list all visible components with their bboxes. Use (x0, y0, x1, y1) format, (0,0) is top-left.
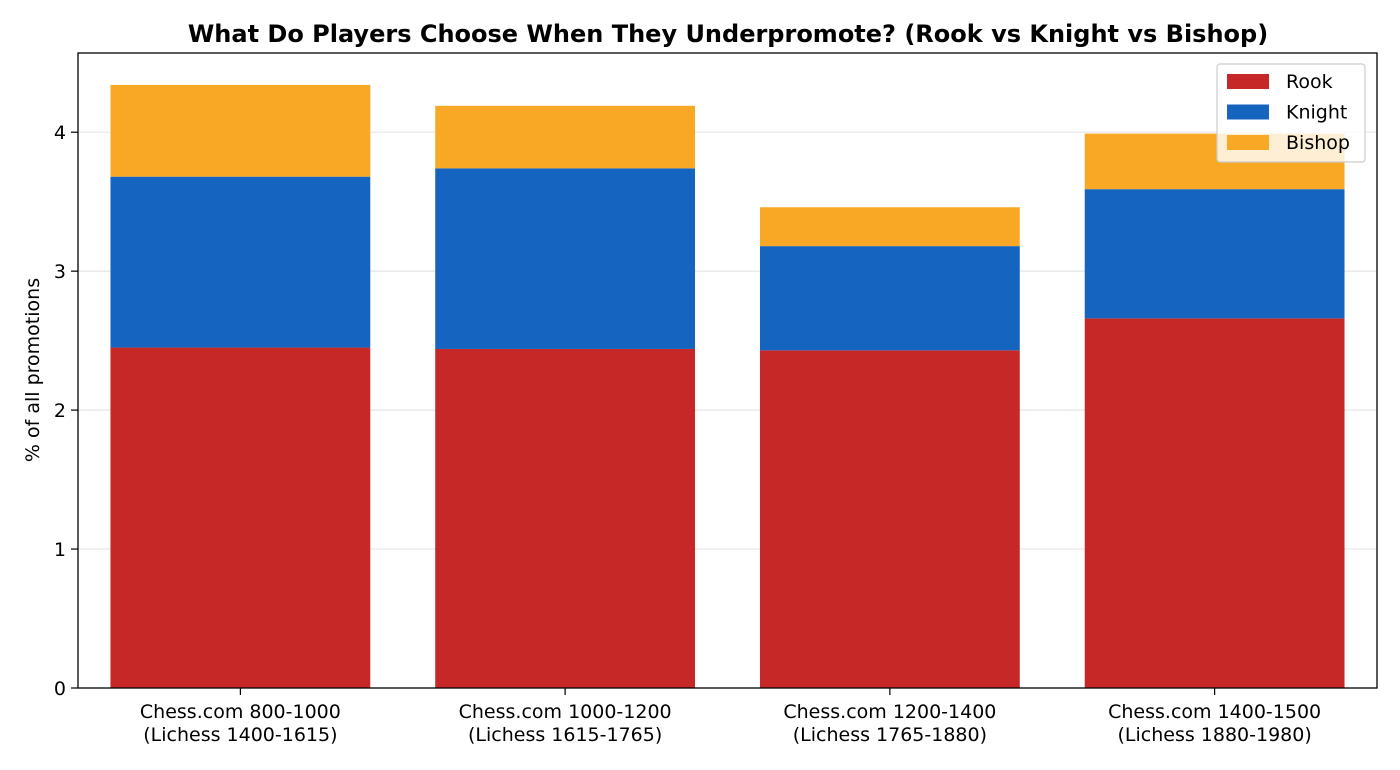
legend-swatch-rook (1227, 74, 1269, 89)
y-axis: 0 1 2 3 4 (54, 122, 78, 700)
bar-knight (110, 176, 371, 348)
y-tick-label: 1 (54, 539, 66, 561)
x-axis: Chess.com 800-1000(Lichess 1400-1615) Che… (140, 688, 1321, 746)
y-tick-label: 3 (54, 261, 66, 283)
plot-frame (77, 52, 1378, 689)
y-tick-label: 2 (54, 400, 66, 422)
x-tick-label: (Lichess 1400-1615) (143, 724, 337, 746)
bar-rook (110, 347, 371, 688)
x-tick-label: (Lichess 1765-1880) (793, 724, 987, 746)
y-tick-label: 4 (54, 122, 66, 144)
bar-knight (1084, 189, 1345, 319)
bar-bishop (110, 84, 371, 177)
bar-bishop (759, 207, 1020, 247)
legend-label-knight: Knight (1286, 102, 1347, 124)
bar-knight (759, 246, 1020, 351)
legend-label-rook: Rook (1286, 71, 1333, 93)
bar-bishop (435, 105, 696, 169)
bars (110, 84, 1345, 688)
y-tick-label: 0 (54, 678, 66, 700)
x-tick-label: (Lichess 1615-1765) (468, 724, 662, 746)
legend: Rook Knight Bishop (1216, 63, 1366, 163)
x-tick-label: Chess.com 1400-1500 (1108, 701, 1321, 723)
bar-rook (435, 348, 696, 688)
x-tick-label: Chess.com 800-1000 (140, 701, 341, 723)
y-axis-label: % of all promotions (22, 278, 44, 462)
chart-title: What Do Players Choose When They Underpr… (188, 20, 1268, 48)
legend-label-bishop: Bishop (1286, 132, 1350, 154)
bar-rook (1084, 318, 1345, 688)
bar-knight (435, 168, 696, 349)
legend-swatch-knight (1227, 104, 1269, 120)
legend-swatch-bishop (1227, 135, 1269, 150)
x-tick-label: Chess.com 1000-1200 (459, 701, 672, 723)
bar-rook (759, 350, 1020, 688)
x-tick-label: Chess.com 1200-1400 (783, 701, 996, 723)
x-tick-label: (Lichess 1880-1980) (1117, 724, 1311, 746)
